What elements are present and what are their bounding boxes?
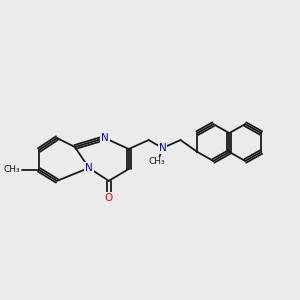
Text: N: N: [159, 143, 167, 153]
Text: N: N: [85, 163, 93, 173]
Text: N: N: [101, 133, 109, 143]
Text: CH₃: CH₃: [4, 165, 20, 174]
Text: O: O: [105, 193, 113, 203]
Text: CH₃: CH₃: [148, 158, 165, 166]
